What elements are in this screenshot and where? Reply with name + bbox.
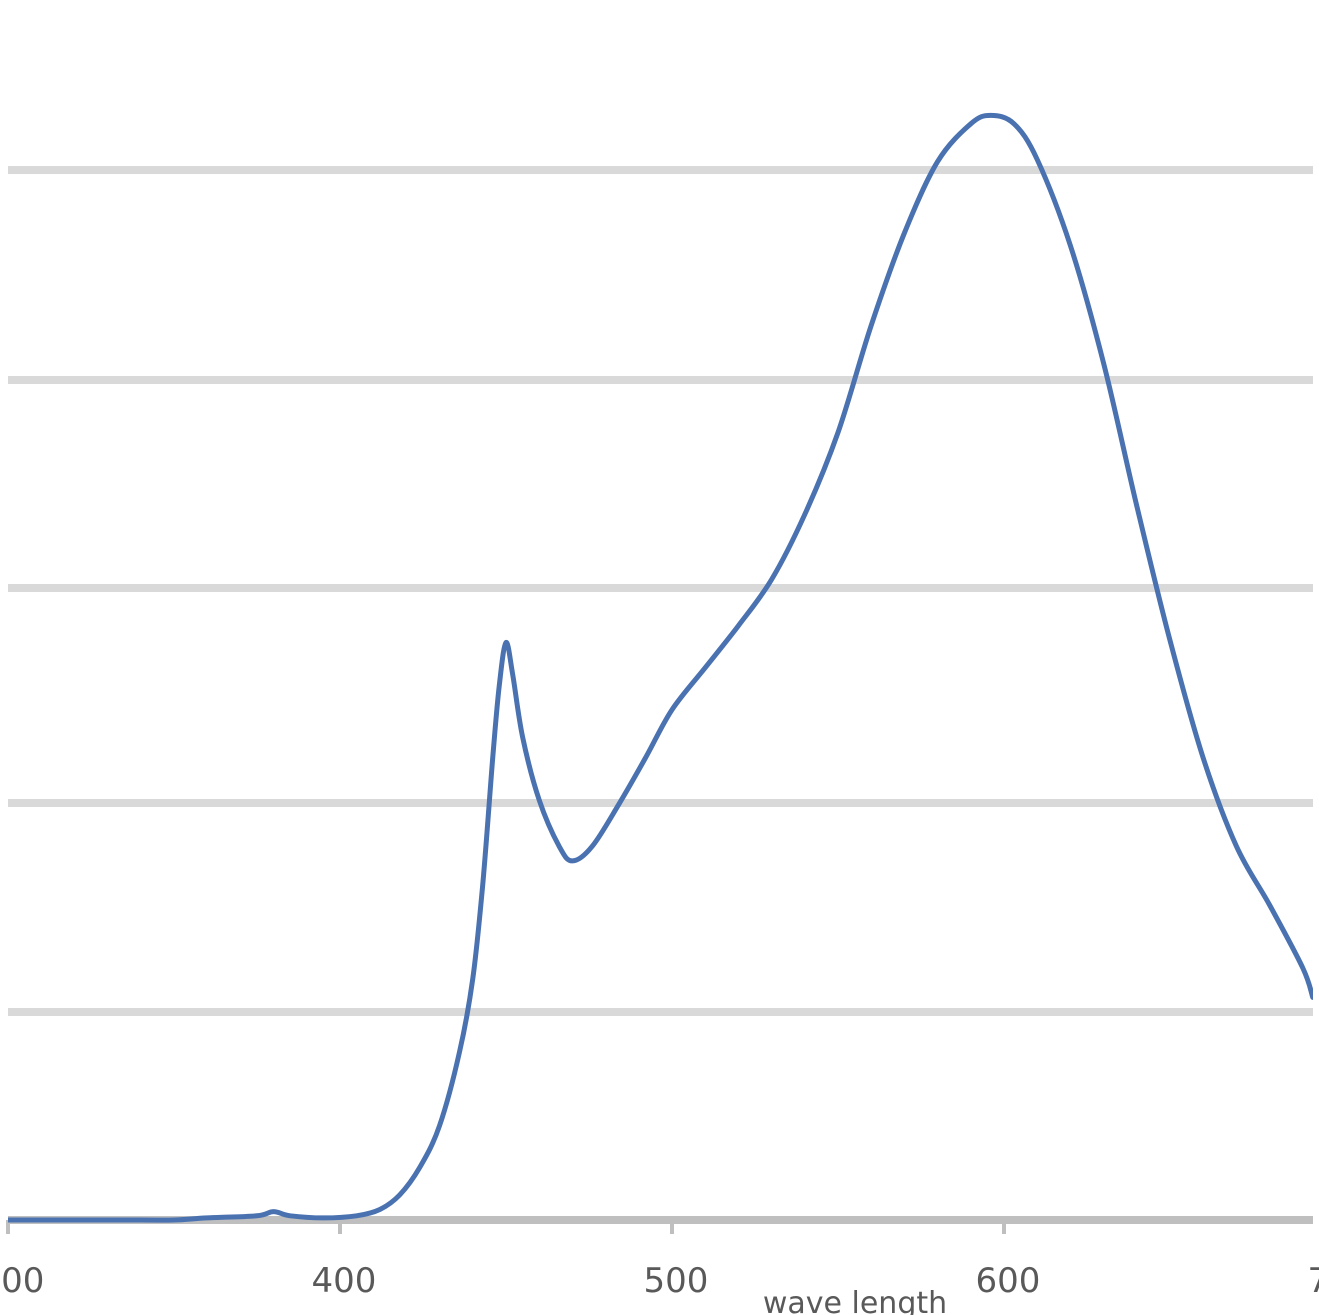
x-tick-label-700: 700 [1308, 1261, 1319, 1301]
x-tick-label-500: 500 [644, 1261, 709, 1301]
series-line-0 [8, 112, 1313, 1223]
series-layer [8, 112, 1313, 1223]
x-axis [6, 1216, 1313, 1234]
gridlines [8, 166, 1313, 1016]
x-tick-label-600: 600 [976, 1261, 1041, 1301]
tick-labels: 300 400 500 600 700 [0, 1261, 1319, 1301]
x-tick-label-300: 300 [0, 1261, 44, 1301]
x-axis-title: wave length [763, 1286, 947, 1315]
x-tick-label-400: 400 [312, 1261, 377, 1301]
